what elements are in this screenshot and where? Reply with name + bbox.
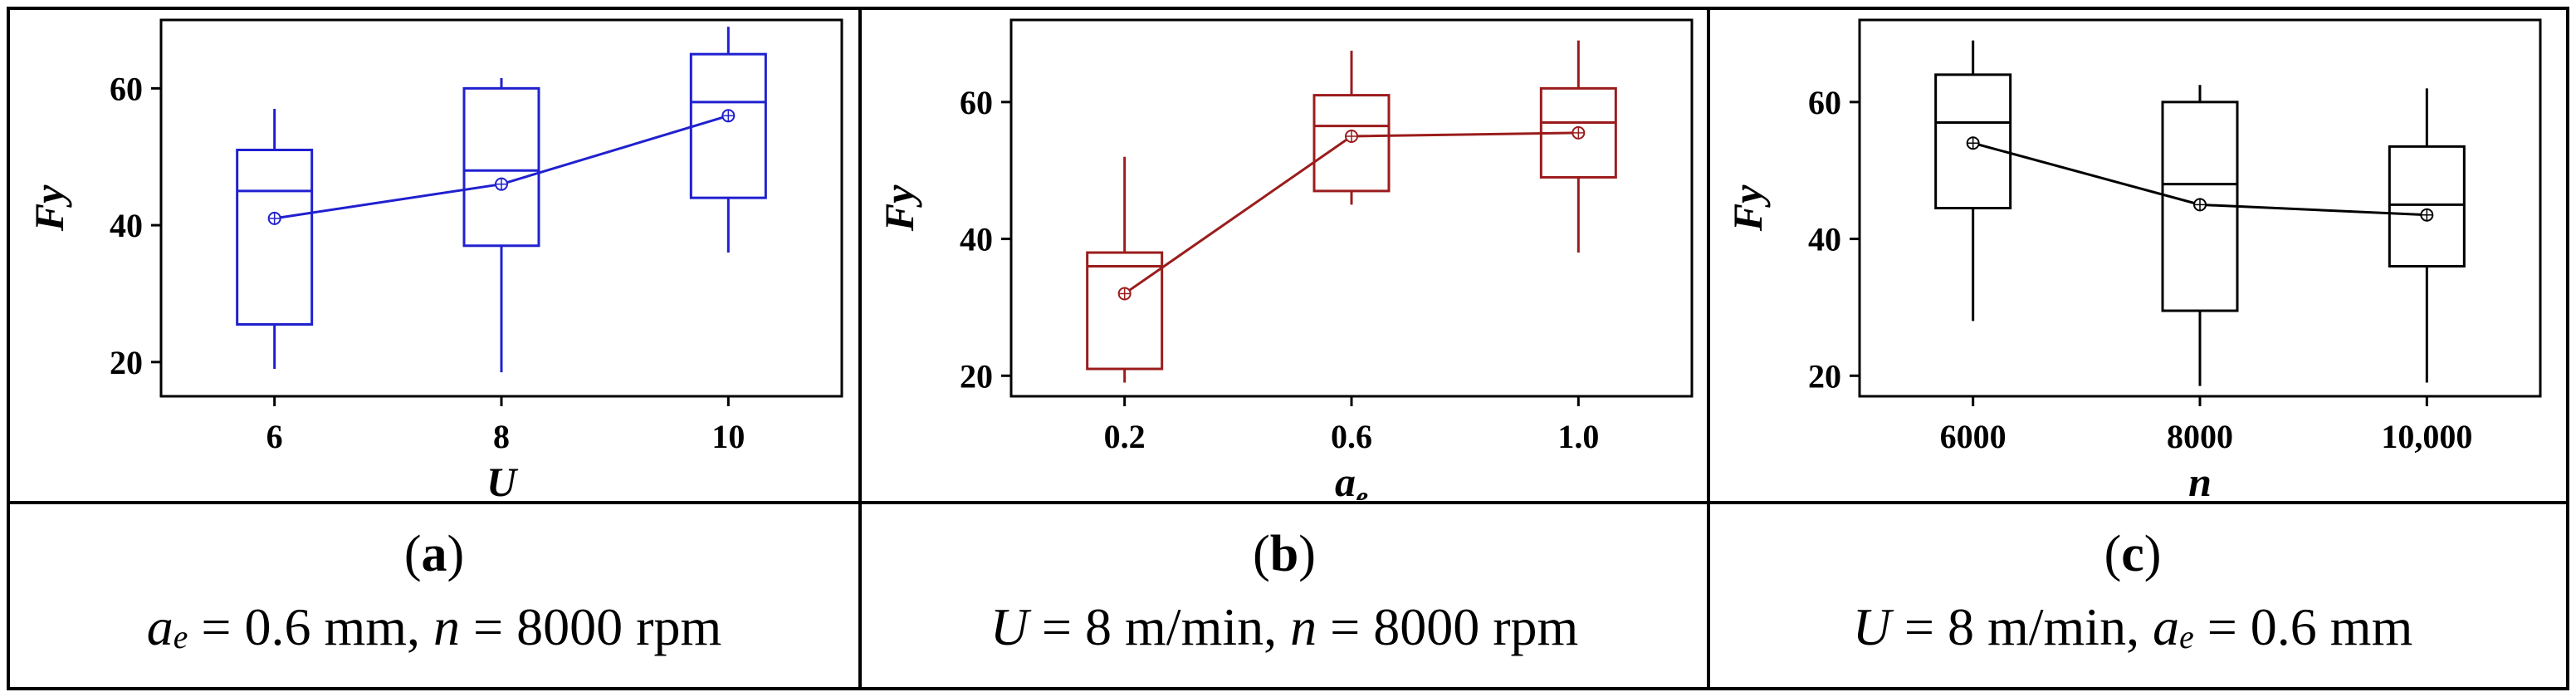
y-tick-label: 20 bbox=[1808, 357, 1841, 395]
caption-params: U = 8 m/min, n = 8000 rpm bbox=[990, 597, 1579, 656]
caption-params: ae = 0.6 mm, n = 8000 rpm bbox=[146, 597, 722, 656]
caption-letter: (b) bbox=[1253, 526, 1316, 582]
boxplot-chart-b: 20 40 60 Fy 0.2 0.6 1.0 ae bbox=[876, 18, 1694, 500]
boxplot-chart-a: 20 40 60 Fy 6 8 10 U bbox=[26, 18, 843, 500]
x-tick-label: 0.6 bbox=[1331, 418, 1372, 455]
box bbox=[1312, 94, 1391, 193]
row-divider bbox=[7, 501, 2569, 504]
y-tick-label: 40 bbox=[1808, 221, 1841, 258]
box bbox=[689, 52, 767, 199]
y-tick-label: 40 bbox=[110, 207, 143, 244]
x-tick-label: 8000 bbox=[2167, 418, 2233, 455]
boxplot-chart-c: 20 40 60 Fy 6000 8000 10,000 n bbox=[1724, 18, 2542, 500]
x-axis-label: U bbox=[486, 459, 519, 500]
caption-letter: (c) bbox=[2104, 526, 2162, 582]
y-tick-label: 20 bbox=[960, 357, 993, 395]
y-axis-label: Fy bbox=[876, 184, 922, 232]
y-tick-label: 40 bbox=[960, 221, 993, 258]
box bbox=[2388, 145, 2466, 268]
box bbox=[1934, 73, 2012, 209]
caption-params: U = 8 m/min, ae = 0.6 mm bbox=[1852, 597, 2413, 656]
x-axis-label-symbol: a bbox=[1335, 459, 1356, 500]
x-tick-label: 6 bbox=[266, 418, 283, 455]
column-divider bbox=[1707, 7, 1710, 690]
x-tick-label: 6000 bbox=[1940, 418, 2007, 455]
box bbox=[462, 86, 540, 248]
figure-frame bbox=[7, 7, 2569, 690]
box bbox=[236, 148, 314, 326]
x-tick-label: 0.2 bbox=[1104, 418, 1146, 455]
x-axis-label-subscript: e bbox=[1356, 482, 1368, 500]
plot-panel-c: 20 40 60 Fy 6000 8000 10,000 n bbox=[1710, 10, 2555, 500]
y-tick-label: 60 bbox=[960, 84, 993, 121]
y-tick-label: 60 bbox=[1808, 84, 1841, 121]
x-tick-label: 1.0 bbox=[1557, 418, 1599, 455]
mean-connect-line bbox=[274, 114, 729, 220]
plot-panel-a: 20 40 60 Fy 6 8 10 U bbox=[12, 10, 857, 500]
caption-a: (a) ae = 0.6 mm, n = 8000 rpm bbox=[12, 504, 857, 687]
x-axis-label: ae bbox=[1335, 459, 1368, 500]
y-axis-label: Fy bbox=[1724, 184, 1771, 232]
x-axis-label-symbol: n bbox=[2188, 459, 2212, 500]
x-tick-label: 10,000 bbox=[2381, 418, 2472, 455]
plot-panel-b: 20 40 60 Fy 0.2 0.6 1.0 ae bbox=[862, 10, 1707, 500]
x-axis-label-symbol: U bbox=[486, 459, 519, 500]
x-tick-label: 10 bbox=[711, 418, 745, 455]
box bbox=[1086, 251, 1164, 371]
y-tick-label: 60 bbox=[110, 70, 143, 107]
y-tick-label: 20 bbox=[110, 344, 143, 381]
x-axis-label: n bbox=[2188, 459, 2212, 500]
x-tick-label: 8 bbox=[493, 418, 510, 455]
y-axis-label: Fy bbox=[26, 184, 72, 232]
caption-b: (b) U = 8 m/min, n = 8000 rpm bbox=[862, 504, 1707, 687]
caption-letter: (a) bbox=[403, 526, 465, 582]
column-divider bbox=[858, 7, 862, 690]
caption-c: (c) U = 8 m/min, ae = 0.6 mm bbox=[1710, 504, 2555, 687]
mean-connect-line bbox=[1123, 131, 1579, 295]
